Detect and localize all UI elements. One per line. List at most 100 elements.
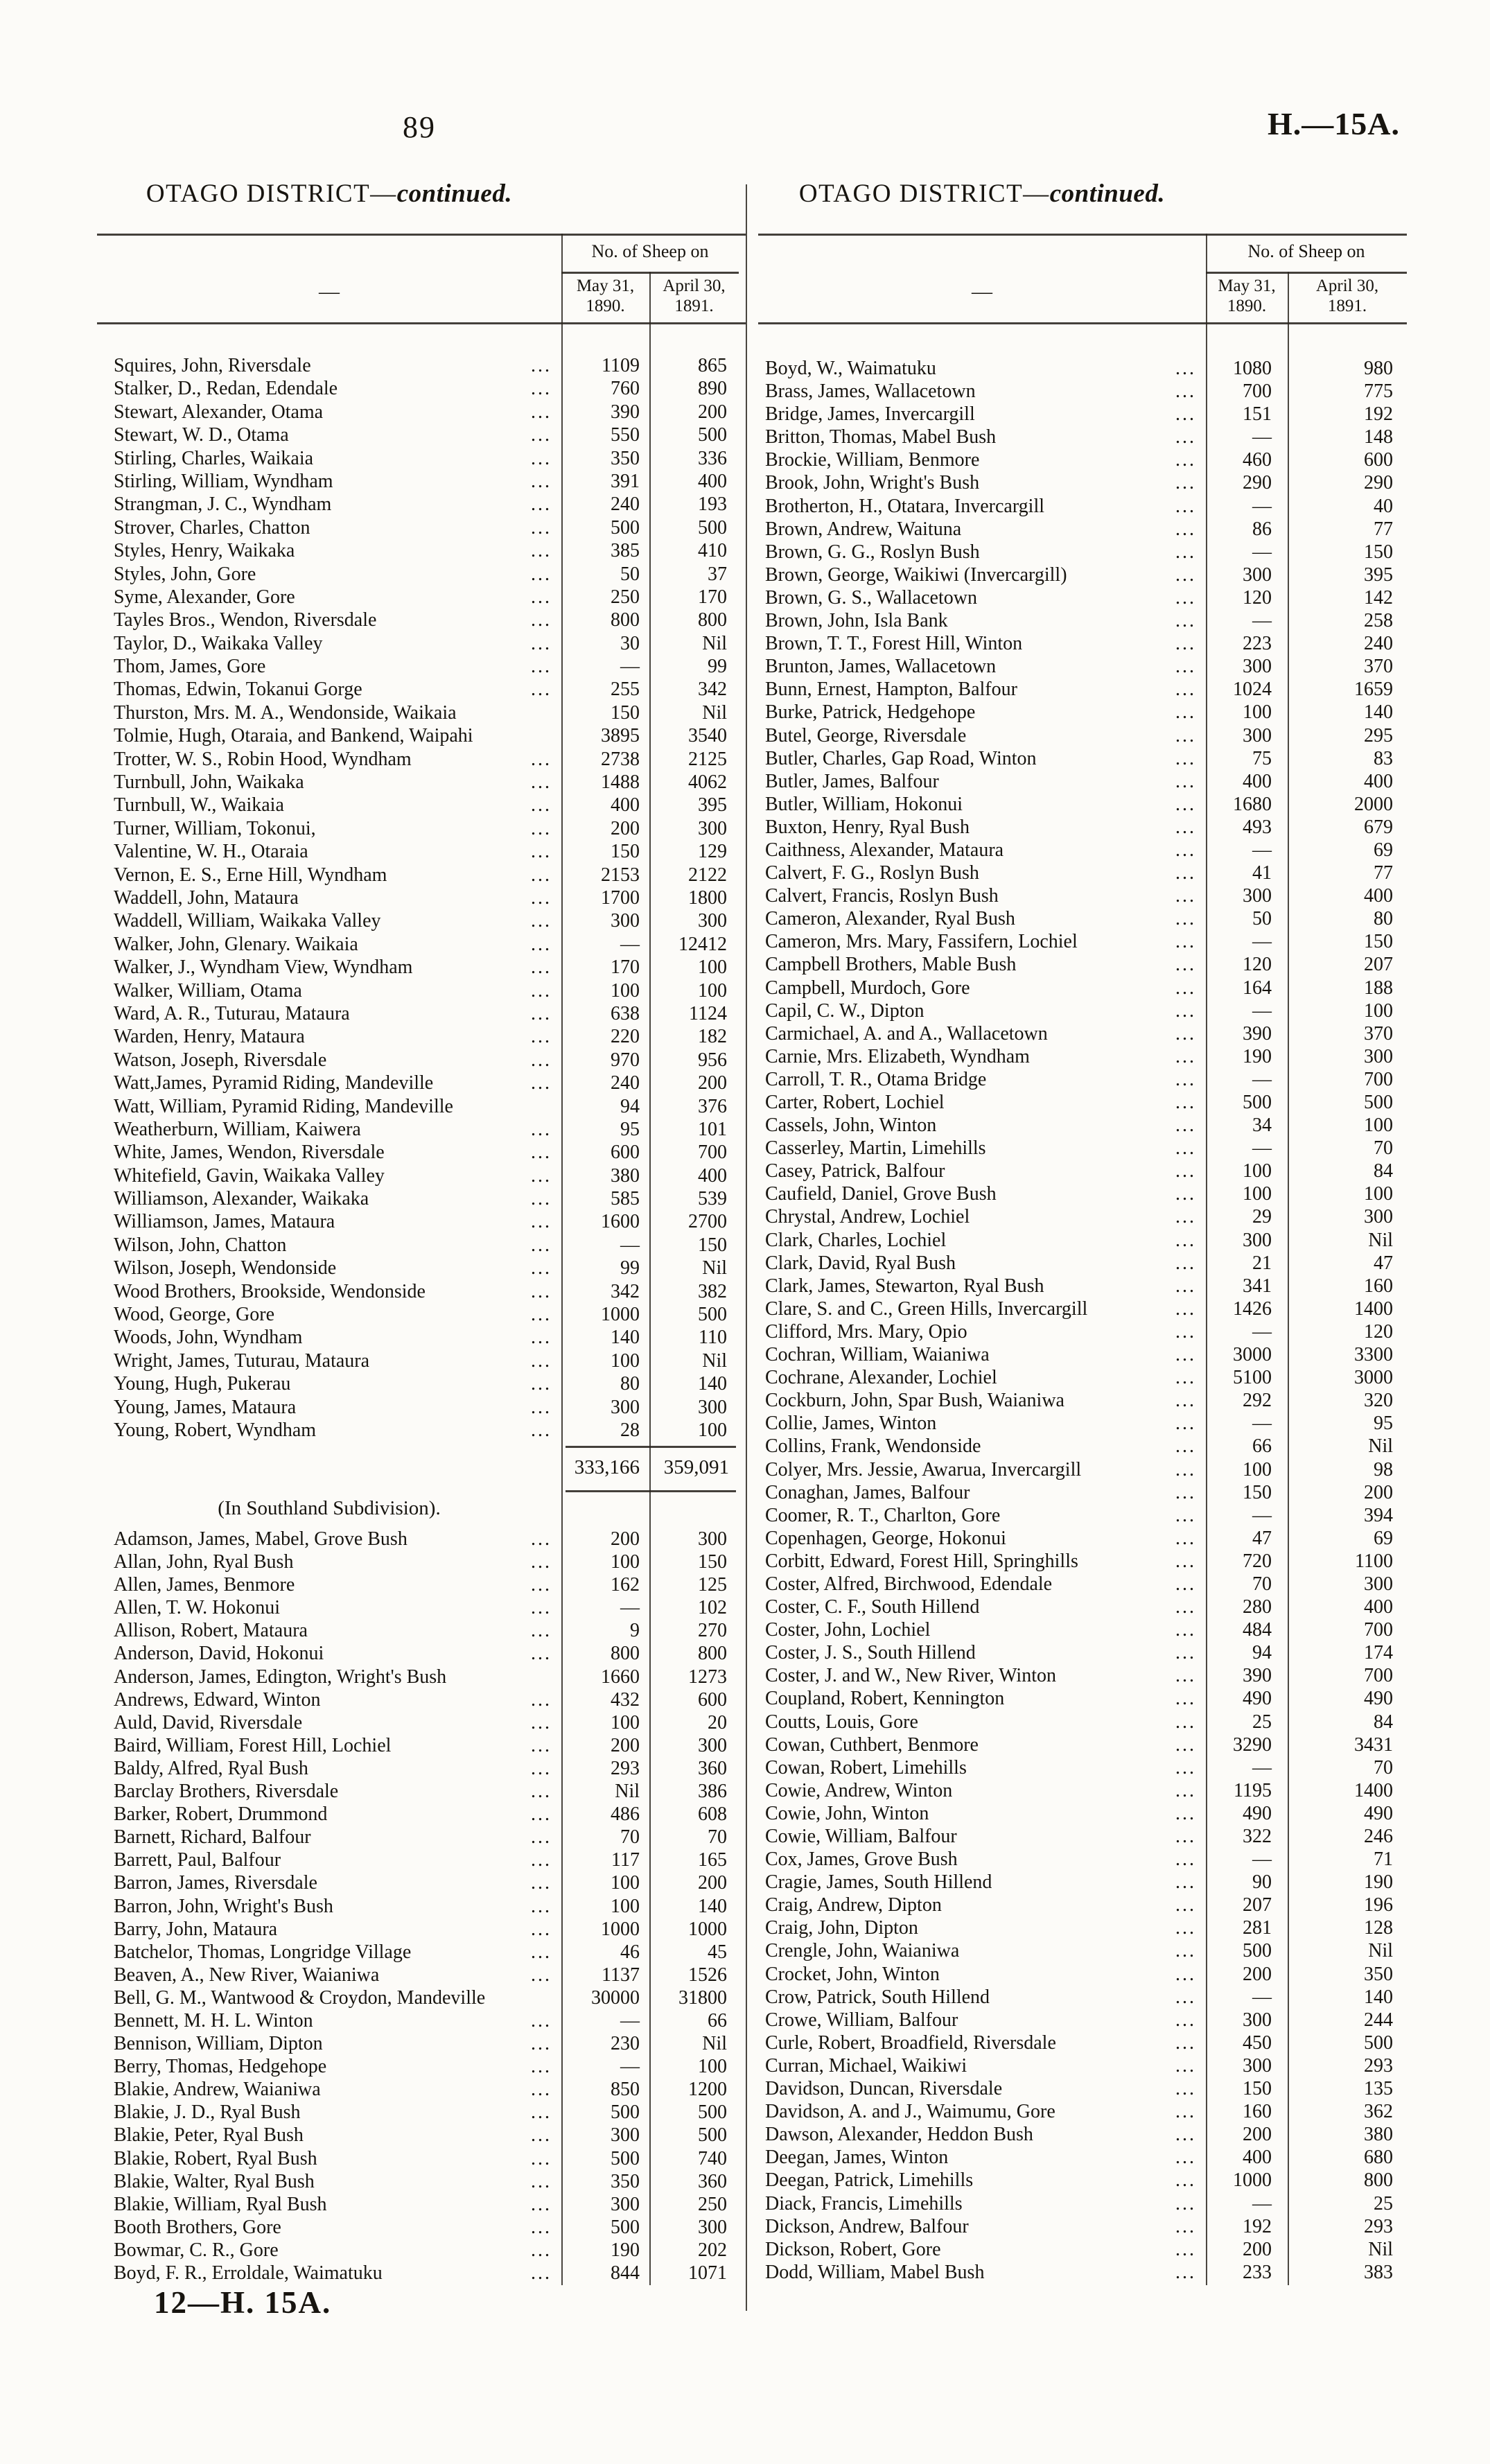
dot-leader: ... <box>531 2124 552 2147</box>
owner-name: Crengle, John, Waianiwa <box>765 1940 960 1962</box>
sheep-count-1890: 30 <box>620 632 640 654</box>
dot-leader: ... <box>1175 1688 1196 1710</box>
sheep-count-1891: 400 <box>1364 1596 1393 1618</box>
dot-leader: ... <box>1175 1390 1196 1412</box>
dot-leader: ... <box>1175 2215 1196 2237</box>
owner-name: Cowie, John, Winton <box>765 1802 929 1824</box>
sheep-count-1890: 170 <box>611 956 640 979</box>
table-row: Barry, John, Mataura... 1000 1000 <box>97 1918 739 1941</box>
owner-name: Deegan, James, Winton <box>765 2147 949 2169</box>
sheep-count-1890: 190 <box>1243 1045 1272 1067</box>
sheep-count-1890: 223 <box>1243 633 1272 655</box>
sheep-count-1891: 300 <box>698 1528 727 1550</box>
dot-leader: ... <box>1175 999 1196 1022</box>
sheep-count-1891: 980 <box>1364 358 1393 379</box>
table-row: Young, Robert, Wyndham... 28 100 <box>97 1419 739 1442</box>
sheep-count-1891: 80 <box>1374 908 1393 930</box>
owner-name: Walker, J., Wyndham View, Wyndham <box>114 956 413 979</box>
dot-leader: ... <box>1175 1275 1196 1297</box>
left-table-header-rule <box>97 322 746 324</box>
sheep-count-1890: 300 <box>1243 563 1272 586</box>
dot-leader: ... <box>531 1142 552 1164</box>
sheep-count-1890: 500 <box>611 2102 640 2124</box>
sheep-count-1891: 300 <box>1364 1045 1393 1067</box>
sheep-count-1891: Nil <box>702 701 727 724</box>
owner-name: Wood, George, Gore <box>114 1304 275 1326</box>
owner-name: Conaghan, James, Balfour <box>765 1481 970 1503</box>
owner-name: Coomer, R. T., Charlton, Gore <box>765 1504 1001 1526</box>
sheep-count-1891: 740 <box>698 2147 727 2169</box>
owner-name: Buxton, Henry, Ryal Bush <box>765 816 970 838</box>
owner-name: Bennett, M. H. L. Winton <box>114 2009 313 2032</box>
owner-name: Booth Brothers, Gore <box>114 2216 281 2238</box>
dot-leader: ... <box>531 424 552 446</box>
sheep-count-1891: 370 <box>1364 1022 1393 1045</box>
table-row: Allan, John, Ryal Bush... 100 150 <box>97 1550 739 1573</box>
sheep-count-1890: 47 <box>1252 1527 1272 1549</box>
sheep-count-1891: 270 <box>698 1620 727 1642</box>
dot-leader: ... <box>531 609 552 631</box>
sheep-count-1890: 341 <box>1243 1275 1272 1297</box>
sheep-count-1890: 1137 <box>602 1964 640 1986</box>
owner-name: Auld, David, Riversdale <box>114 1711 303 1733</box>
table-row: Stalker, D., Redan, Edendale... 760 890 <box>97 377 739 400</box>
table-row: Young, James, Mataura... 300 300 <box>97 1396 739 1419</box>
dot-leader: ... <box>531 1803 552 1826</box>
sheep-count-1891: 293 <box>1364 2215 1393 2237</box>
table-row: Cowie, John, Winton... 490 490 <box>758 1802 1407 1825</box>
sheep-count-1890: 293 <box>611 1757 640 1779</box>
sheep-count-1891: 500 <box>698 424 727 446</box>
table-row: Andrews, Edward, Winton... 432 600 <box>97 1688 739 1711</box>
owner-name: White, James, Wendon, Riversdale <box>114 1142 385 1164</box>
dot-leader: ... <box>1175 1504 1196 1526</box>
owner-name: Carter, Robert, Lochiel <box>765 1092 945 1113</box>
sheep-count-1891: 290 <box>1364 472 1393 494</box>
sheep-count-1890: 120 <box>1243 954 1272 976</box>
dot-leader: ... <box>1175 1252 1196 1274</box>
owner-name: Casserley, Martin, Limehills <box>765 1137 986 1160</box>
left-col-1890-header: May 31, 1890. <box>576 277 635 315</box>
paper-reference: H.—15A. <box>1268 106 1400 141</box>
owner-name: Corbitt, Edward, Forest Hill, Springhill… <box>765 1550 1078 1572</box>
sheep-count-1891: 600 <box>1364 449 1393 471</box>
dot-leader: ... <box>1175 2101 1196 2123</box>
dot-leader: ... <box>531 1781 552 1803</box>
table-row: Bell, G. M., Wantwood & Croydon, Mandevi… <box>97 1986 739 2009</box>
owner-name: Britton, Thomas, Mabel Bush <box>765 426 997 448</box>
table-row: Thomas, Edwin, Tokanui Gorge... 255 342 <box>97 678 739 701</box>
dot-leader: ... <box>531 2239 552 2261</box>
sheep-count-1890: 800 <box>611 1643 640 1665</box>
dot-leader: ... <box>531 586 552 608</box>
owner-name: Crocket, John, Winton <box>765 1963 940 1985</box>
table-row: Cassels, John, Winton... 34 100 <box>758 1114 1407 1137</box>
sheep-count-1890: 400 <box>1243 770 1272 792</box>
dot-leader <box>552 1986 561 2009</box>
sheep-count-1891: 336 <box>698 447 727 469</box>
sheep-count-1890: — <box>1252 1504 1272 1526</box>
owner-name: Baldy, Alfred, Ryal Bush <box>114 1757 308 1779</box>
owner-name: Colyer, Mrs. Jessie, Awarua, Invercargil… <box>765 1458 1082 1480</box>
owner-name: Brown, John, Isla Bank <box>765 610 948 632</box>
sheep-count-1890: 150 <box>1243 1481 1272 1503</box>
table-row: Boyd, W., Waimatuku... 1080 980 <box>758 357 1407 380</box>
dot-leader: ... <box>1175 1550 1196 1572</box>
sheep-count-1890: 432 <box>611 1688 640 1711</box>
table-row: Turner, William, Tokonui,... 200 300 <box>97 817 739 840</box>
right-sheep-on-header: No. of Sheep on <box>1247 241 1365 261</box>
sheep-count-1891: 244 <box>1364 2009 1393 2031</box>
dot-leader: ... <box>531 748 552 770</box>
dot-leader: ... <box>1175 472 1196 494</box>
table-row: Beaven, A., New River, Waianiwa... 1137 15… <box>97 1964 739 1986</box>
sheep-count-1891: 70 <box>1374 1137 1393 1160</box>
sheep-count-1890: 500 <box>1243 1940 1272 1962</box>
sheep-count-1891: 400 <box>1364 770 1393 792</box>
owner-name: Bunn, Ernest, Hampton, Balfour <box>765 679 1017 701</box>
dot-leader: ... <box>1175 1115 1196 1137</box>
table-row: Brook, John, Wright's Bush... 290 290 <box>758 471 1407 494</box>
owner-name: Bennison, William, Dipton <box>114 2033 323 2055</box>
total-rule-bottom <box>566 1490 736 1492</box>
table-row: Carmichael, A. and A., Wallacetown... 390… <box>758 1022 1407 1045</box>
table-row: Burke, Patrick, Hedgehope... 100 140 <box>758 701 1407 724</box>
sheep-count-1890: 100 <box>611 1349 640 1372</box>
sheep-count-1891: Nil <box>702 632 727 654</box>
